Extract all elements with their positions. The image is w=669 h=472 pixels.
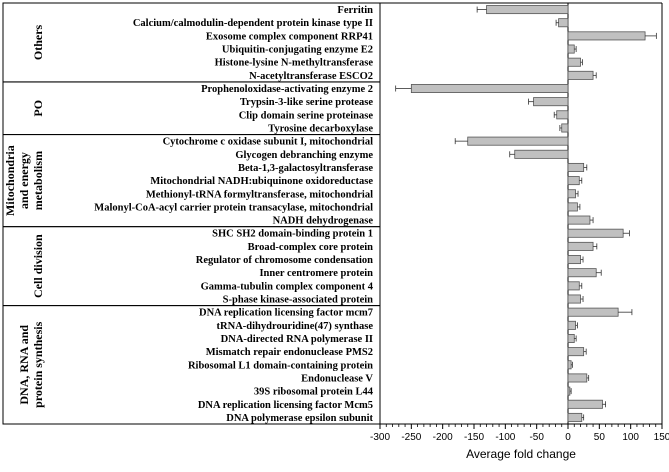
category-label: Ubiquitin-conjugating enzyme E2 <box>222 45 373 56</box>
category-label: Prophenoloxidase-activating enzyme 2 <box>201 84 373 95</box>
bar <box>567 294 581 304</box>
category-label: Trypsin-3-like serine protease <box>240 97 374 108</box>
bar <box>567 241 594 251</box>
bar <box>567 44 575 54</box>
bar <box>567 57 581 67</box>
bar <box>567 31 646 41</box>
bar <box>567 373 588 383</box>
x-tick-label: 50 <box>594 432 606 443</box>
category-label: Inner centromere protein <box>259 268 373 279</box>
category-label: Glycogen debranching enzyme <box>235 150 373 161</box>
bar <box>558 18 569 28</box>
category-label: Endonuclease V <box>301 373 373 384</box>
category-label: Calcium/calmodulin-dependent protein kin… <box>133 18 373 29</box>
category-label: Tyrosine decarboxylase <box>268 123 373 134</box>
category-label: SHC SH2 domain-binding protein 1 <box>212 229 373 240</box>
category-label: Mitochondrial NADH:ubiquinone oxidoreduc… <box>150 176 373 187</box>
bar <box>567 347 585 357</box>
bar <box>561 123 569 133</box>
x-tick-label: -150 <box>464 432 484 443</box>
category-label: DNA polymerase epsilon subunit <box>226 413 373 424</box>
x-tick-label: 0 <box>565 432 571 443</box>
category-label: DNA-directed RNA polymerase II <box>221 334 373 345</box>
bar <box>533 97 569 107</box>
category-label: NADH dehydrogenase <box>273 216 374 227</box>
bar <box>567 70 594 80</box>
category-label: Malonyl-CoA-acyl carrier protein transac… <box>94 202 373 213</box>
category-label: 39S ribosomal protein L44 <box>254 387 374 398</box>
x-tick-label: -300 <box>370 432 390 443</box>
x-tick-label: -200 <box>433 432 453 443</box>
bar <box>567 255 581 265</box>
category-label: Gamma-tubulin complex component 4 <box>201 281 374 292</box>
category-label: Mismatch repair endonuclease PMS2 <box>206 347 373 358</box>
group-label: Mitochondriaand energymetabolism <box>3 145 45 216</box>
category-label: DNA replication licensing factor mcm7 <box>199 308 373 319</box>
category-label: Histone-lysine N-methyltransferase <box>215 58 374 69</box>
group-label: DNA, RNA andprotein synthesis <box>17 321 45 407</box>
x-tick-label: -100 <box>495 432 515 443</box>
bar <box>567 334 575 343</box>
bar <box>567 176 580 186</box>
bar <box>567 320 576 330</box>
x-tick-label: -250 <box>401 432 421 443</box>
bar <box>567 412 583 422</box>
bar <box>567 189 576 199</box>
category-label: Ferritin <box>337 5 373 16</box>
bar <box>556 110 569 120</box>
category-label: Clip domain serine proteinase <box>239 110 374 121</box>
bar <box>514 149 569 159</box>
x-tick-label: 100 <box>622 432 639 443</box>
bar <box>567 307 619 317</box>
bar <box>567 386 571 396</box>
category-label: Ribosomal L1 domain-containing protein <box>188 360 373 371</box>
category-label: Cytochrome c oxidase subunit I, mitochon… <box>163 137 373 148</box>
x-tick-label: 150 <box>654 432 669 443</box>
bar <box>567 268 597 278</box>
bar <box>567 202 578 212</box>
category-label: tRNA-dihydrouridine(47) synthase <box>217 321 374 332</box>
category-label: S-phase kinase-associated protein <box>223 295 373 306</box>
bar <box>486 5 569 15</box>
bar <box>567 228 624 238</box>
category-label: N-acetyltransferase ESCO2 <box>249 71 373 82</box>
category-label: Exosome complex component RRP41 <box>206 31 373 42</box>
category-label: Broad-complex core protein <box>248 242 374 253</box>
bar <box>567 399 603 409</box>
group-label: Cell division <box>31 234 45 298</box>
bar <box>467 136 569 146</box>
bar <box>567 162 585 172</box>
x-axis-label: Average fold change <box>466 447 576 461</box>
category-label: Regulator of chromosome condensation <box>196 255 373 266</box>
bar <box>567 360 572 370</box>
group-label: PO <box>31 100 45 117</box>
category-label: Beta-1,3-galactosyltransferase <box>238 163 373 174</box>
category-label: DNA replication licensing factor Mcm5 <box>198 400 373 411</box>
bar <box>567 215 591 225</box>
bar <box>567 281 580 291</box>
category-label: Methionyl-tRNA formyltransferase, mitoch… <box>146 189 373 200</box>
x-tick-label: -50 <box>529 432 544 443</box>
group-label: Others <box>31 24 45 60</box>
bar <box>410 84 569 93</box>
